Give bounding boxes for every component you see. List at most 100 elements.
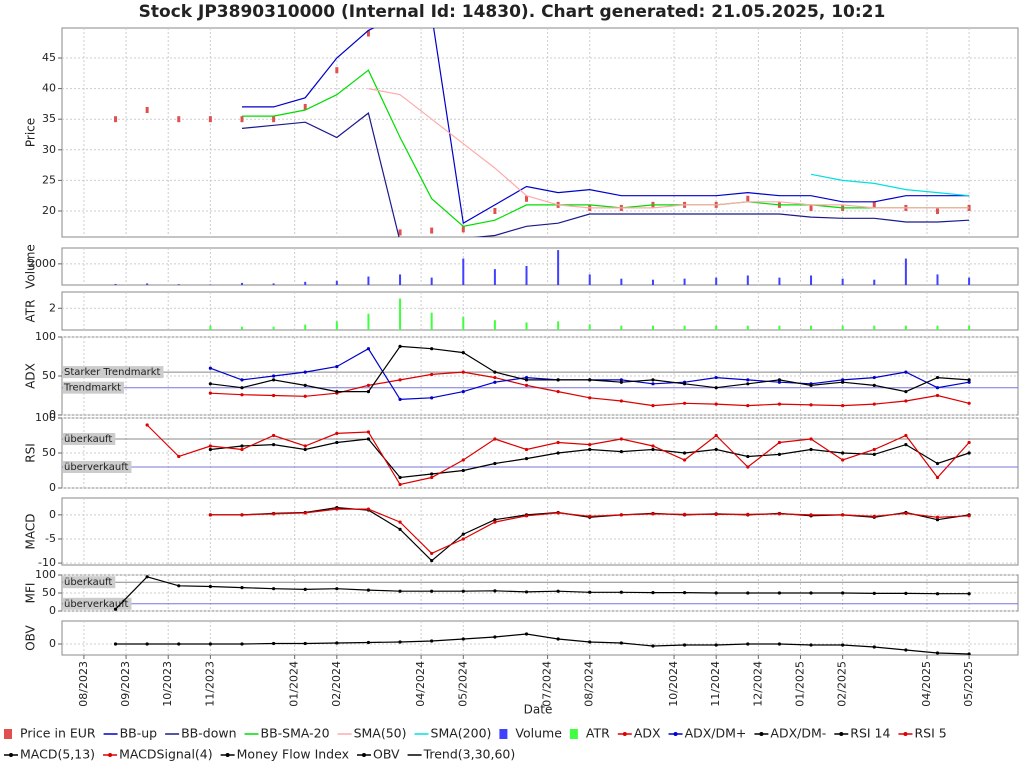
x-tick-label: 09/2023	[119, 661, 132, 707]
point	[461, 589, 465, 593]
point	[809, 591, 813, 595]
point	[682, 458, 687, 462]
series	[241, 112, 970, 237]
point	[366, 390, 371, 394]
point	[177, 454, 181, 459]
point	[619, 399, 623, 403]
price-point	[872, 201, 876, 208]
y-tick-label: 100	[35, 330, 56, 343]
y-axis-label: ATR	[24, 300, 38, 323]
point	[493, 461, 497, 466]
bar	[715, 325, 718, 330]
legend-swatch-dot	[622, 732, 627, 736]
point	[777, 378, 782, 382]
line	[115, 633, 970, 655]
point	[303, 370, 307, 374]
point	[746, 512, 750, 516]
point	[651, 644, 655, 648]
point	[430, 589, 434, 593]
x-tick-label: 01/2024	[288, 661, 301, 707]
panel-frame	[61, 247, 1019, 286]
legend-item: Volume	[499, 726, 562, 741]
point	[461, 370, 465, 374]
point	[935, 393, 940, 398]
legend-item: RSI 5	[898, 726, 947, 741]
bar	[620, 278, 623, 285]
point	[651, 512, 655, 516]
legend-swatch	[499, 729, 508, 739]
point	[872, 514, 876, 518]
point	[777, 402, 782, 406]
price-point	[145, 107, 149, 114]
point	[303, 447, 307, 452]
price-point	[398, 229, 402, 236]
bar	[209, 325, 212, 330]
series	[145, 423, 971, 487]
bar	[399, 298, 402, 330]
point	[904, 370, 908, 374]
bar	[873, 279, 876, 285]
bar	[810, 275, 813, 285]
y-tick-label: 45	[42, 51, 56, 64]
y-tick-label: 2	[49, 301, 56, 314]
point	[904, 390, 908, 394]
point	[461, 458, 465, 462]
bar	[968, 325, 971, 330]
reference-label: überverkauft	[64, 462, 129, 473]
bar	[778, 325, 781, 330]
point	[746, 404, 750, 408]
point	[967, 652, 971, 655]
point	[430, 472, 434, 476]
point	[335, 440, 339, 445]
point	[113, 642, 118, 646]
point	[430, 475, 434, 480]
y-tick-label: 20	[42, 204, 56, 217]
point	[809, 383, 813, 387]
point	[366, 430, 371, 434]
point	[841, 404, 845, 408]
point	[714, 643, 718, 647]
point	[303, 383, 307, 387]
y-tick-label: 50	[42, 369, 56, 382]
point	[777, 642, 782, 646]
point	[872, 452, 876, 456]
reference-label: überverkauft	[64, 599, 129, 610]
point	[588, 640, 592, 644]
legend-swatch-dot	[225, 753, 230, 757]
series	[208, 507, 971, 556]
bar	[683, 278, 686, 285]
point	[335, 641, 339, 645]
x-tick-label: 07/2024	[541, 661, 554, 707]
series	[208, 344, 971, 394]
point	[682, 451, 687, 455]
legend-swatch-dot	[361, 753, 366, 757]
point	[746, 465, 750, 469]
y-axis-label: Volume	[24, 244, 38, 289]
point	[967, 380, 971, 384]
point	[272, 443, 276, 447]
point	[746, 642, 750, 646]
point	[398, 482, 402, 487]
legend-swatch	[4, 729, 12, 739]
point	[461, 532, 465, 536]
point	[240, 378, 244, 382]
point	[493, 635, 497, 639]
legend-text: MACD(5,13)	[20, 747, 95, 762]
point	[430, 396, 434, 400]
bar	[177, 284, 180, 285]
point	[240, 386, 244, 390]
x-axis-label: Date	[524, 703, 553, 717]
y-tick-label: -5	[45, 532, 56, 545]
point	[714, 433, 718, 438]
point	[556, 637, 560, 641]
bar	[968, 277, 971, 285]
bar	[146, 283, 149, 285]
point	[714, 375, 718, 380]
point	[809, 403, 813, 407]
bar	[209, 284, 212, 285]
point	[240, 586, 244, 590]
bar	[367, 313, 370, 330]
series	[113, 632, 971, 655]
point	[240, 393, 244, 397]
